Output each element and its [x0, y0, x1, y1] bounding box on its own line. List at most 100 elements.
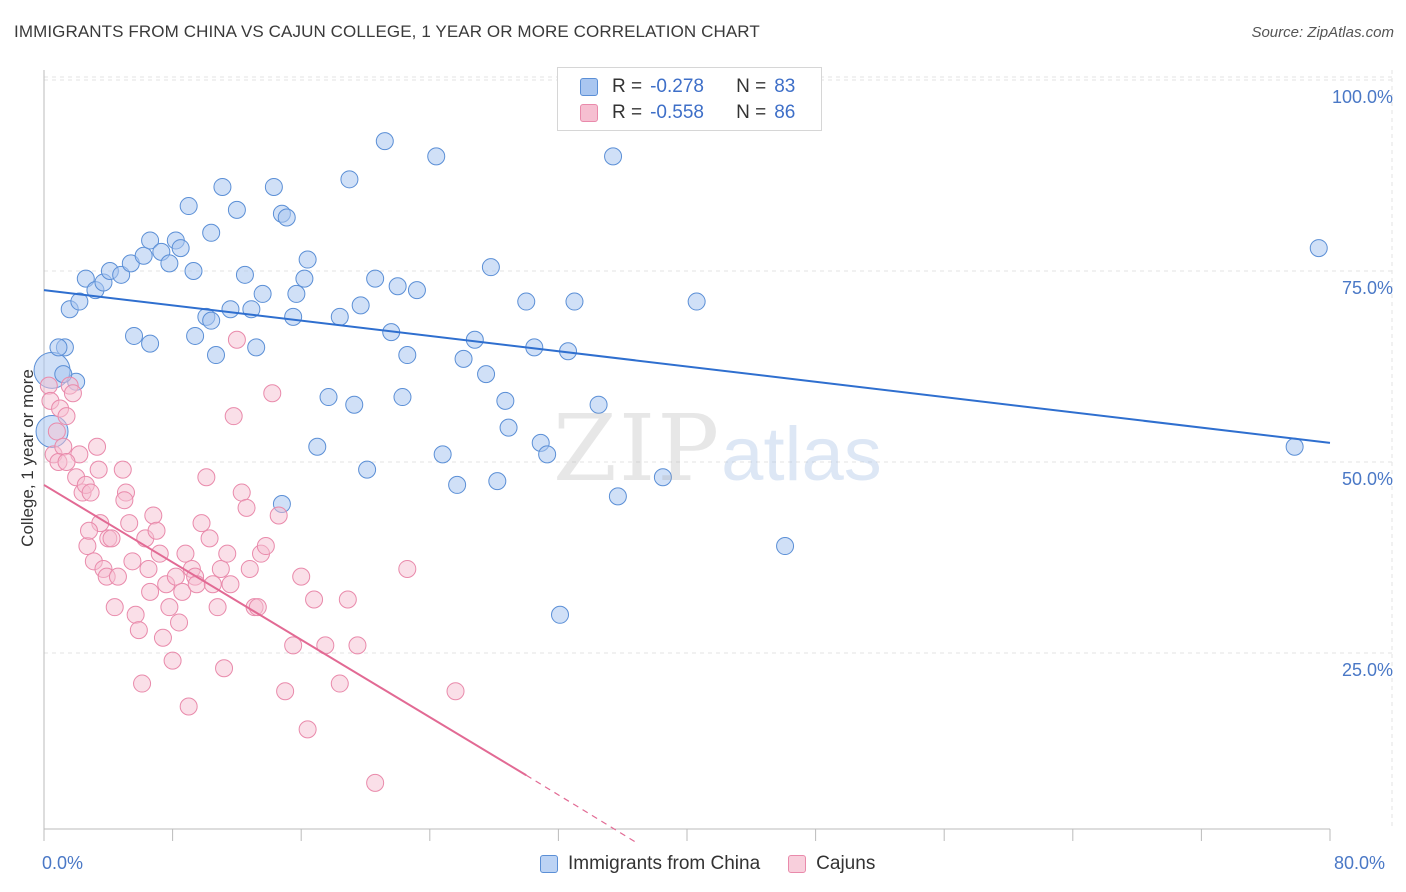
data-point-cajuns — [139, 559, 158, 578]
data-point-china — [388, 277, 407, 296]
chart-title: IMMIGRANTS FROM CHINA VS CAJUN COLLEGE, … — [14, 22, 760, 41]
data-point-china — [125, 326, 144, 345]
data-point-china — [227, 200, 246, 219]
data-point-cajuns — [215, 659, 234, 678]
data-point-china — [366, 269, 385, 288]
data-point-china — [340, 170, 359, 189]
data-point-china — [448, 475, 467, 494]
data-point-china — [589, 395, 608, 414]
data-point-cajuns — [105, 598, 124, 617]
legend-n-value: 83 — [774, 76, 796, 97]
chart-source: Source: ZipAtlas.com — [1251, 24, 1394, 41]
data-point-cajuns — [224, 407, 243, 426]
data-point-cajuns — [88, 437, 107, 456]
y-tick-label: 100.0% — [1331, 87, 1393, 107]
data-point-china — [517, 292, 536, 311]
data-point-china — [70, 292, 89, 311]
x-tick-label: 80.0% — [1334, 853, 1386, 873]
data-point-china — [207, 346, 226, 365]
legend-swatch-blue — [540, 855, 558, 873]
data-point-china — [295, 269, 314, 288]
y-tick-label: 75.0% — [1341, 278, 1393, 298]
data-point-cajuns — [108, 567, 127, 586]
data-point-cajuns — [276, 682, 295, 701]
data-point-china — [565, 292, 584, 311]
data-point-china — [538, 445, 557, 464]
data-point-cajuns — [80, 521, 99, 540]
legend-r-label: R = — [612, 76, 643, 97]
data-point-cajuns — [338, 590, 357, 609]
data-point-cajuns — [298, 720, 317, 739]
data-point-china — [653, 468, 672, 487]
legend-item-cajuns[interactable]: Cajuns — [788, 853, 875, 875]
data-point-cajuns — [57, 407, 76, 426]
data-point-cajuns — [256, 537, 275, 556]
data-point-cajuns — [398, 559, 417, 578]
data-point-cajuns — [237, 498, 256, 517]
data-point-china — [186, 326, 205, 345]
legend-label-cajuns: Cajuns — [816, 853, 876, 874]
data-point-china — [221, 300, 240, 319]
data-point-china — [499, 418, 518, 437]
data-point-cajuns — [57, 453, 76, 471]
data-point-china — [264, 177, 283, 196]
data-point-cajuns — [292, 567, 311, 586]
data-point-china — [427, 147, 446, 166]
data-point-cajuns — [115, 491, 134, 510]
data-point-china — [1309, 239, 1328, 258]
trendline-china — [43, 289, 1331, 444]
data-point-cajuns — [263, 384, 282, 403]
legend-swatch-pink — [580, 104, 598, 122]
watermark-atlas: atlas — [721, 412, 882, 497]
data-point-china — [284, 307, 303, 326]
data-point-cajuns — [240, 559, 259, 578]
data-point-cajuns — [113, 460, 132, 479]
data-point-china — [184, 262, 203, 280]
y-tick-label: 50.0% — [1341, 469, 1393, 489]
data-point-cajuns — [153, 628, 172, 647]
data-point-china — [179, 197, 198, 216]
data-point-china — [141, 231, 160, 250]
data-point-cajuns — [141, 582, 160, 601]
data-point-cajuns — [126, 605, 145, 624]
data-point-cajuns — [284, 636, 303, 655]
x-tick-label: 0.0% — [42, 853, 84, 873]
data-point-china — [247, 338, 266, 357]
data-point-cajuns — [211, 559, 230, 578]
data-point-cajuns — [166, 567, 185, 586]
data-point-cajuns — [221, 575, 240, 594]
data-point-china — [253, 284, 272, 303]
data-point-china — [202, 311, 221, 330]
legend-n-label: N = — [736, 76, 767, 97]
data-point-cajuns — [81, 483, 100, 502]
data-point-china — [687, 292, 706, 311]
data-point-china — [160, 254, 179, 273]
data-point-cajuns — [120, 514, 139, 533]
data-point-china — [287, 284, 306, 303]
data-point-china — [76, 269, 95, 288]
data-point-china — [433, 445, 452, 464]
series-legend: Immigrants from China Cajuns — [540, 852, 903, 876]
legend-label-china: Immigrants from China — [568, 853, 761, 874]
data-point-china — [202, 223, 221, 242]
data-point-china — [477, 365, 496, 384]
data-point-china — [375, 132, 394, 151]
data-point-cajuns — [147, 521, 166, 540]
data-point-cajuns — [63, 384, 82, 403]
data-point-cajuns — [366, 773, 385, 792]
legend-n-label: N = — [736, 102, 767, 123]
data-point-cajuns — [89, 460, 108, 479]
legend-item-china[interactable]: Immigrants from China — [540, 853, 760, 875]
data-point-china — [112, 265, 131, 284]
data-point-cajuns — [218, 544, 237, 563]
data-point-cajuns — [54, 437, 73, 456]
data-point-china — [1285, 437, 1304, 456]
data-point-china — [308, 437, 327, 456]
data-point-cajuns — [129, 621, 148, 640]
data-point-cajuns — [47, 422, 66, 441]
data-point-china — [393, 388, 412, 407]
data-point-china — [298, 250, 317, 269]
data-point-china — [496, 391, 515, 410]
data-point-china — [171, 239, 190, 258]
